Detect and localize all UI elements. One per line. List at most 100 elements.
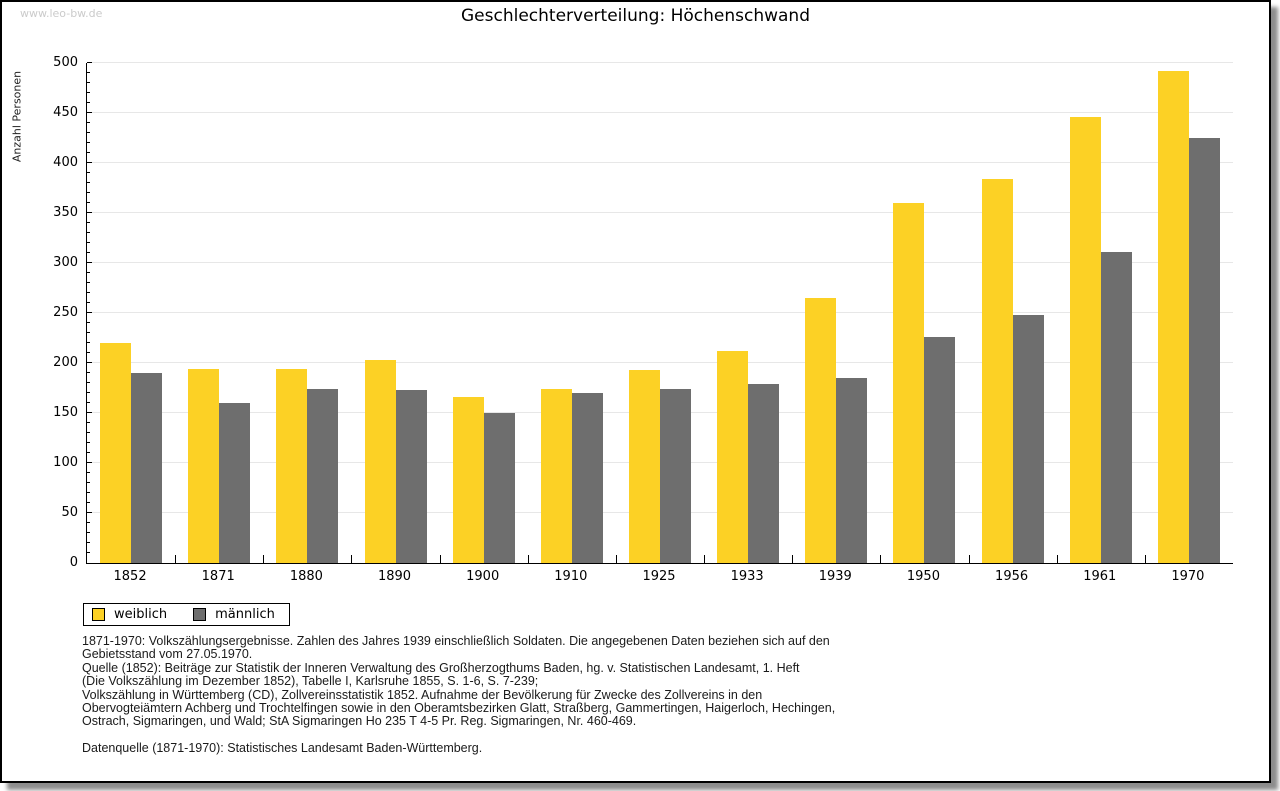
x-axis-tick-label: 1956	[995, 569, 1029, 584]
y-major-tick-50	[87, 512, 92, 513]
y-minor-tick-40	[87, 522, 90, 523]
plot-area	[86, 62, 1233, 564]
x-axis-tick-label: 1925	[642, 569, 676, 584]
y-minor-tick-260	[87, 302, 90, 303]
y-minor-tick-10	[87, 552, 90, 553]
legend-swatch-weiblich	[92, 608, 105, 621]
y-minor-tick-180	[87, 382, 90, 383]
bar-weiblich-1880	[276, 369, 308, 563]
y-minor-tick-20	[87, 542, 90, 543]
y-minor-tick-390	[87, 172, 90, 173]
footnote-line: Volkszählung in Württemberg (CD), Zollve…	[82, 687, 763, 702]
y-minor-tick-110	[87, 452, 90, 453]
legend-swatch-männlich	[193, 608, 207, 621]
y-minor-tick-460	[87, 102, 90, 103]
bar-männlich-1956	[1012, 315, 1044, 563]
y-minor-tick-490	[87, 72, 90, 73]
y-axis-tick-label: 100	[53, 455, 78, 470]
x-axis-tick	[1145, 555, 1146, 563]
x-axis-tick-label: 1933	[730, 569, 764, 584]
x-axis-tick	[1057, 555, 1058, 563]
x-axis-tick	[175, 555, 176, 563]
y-minor-tick-190	[87, 372, 90, 373]
x-axis-tick	[792, 555, 793, 563]
bar-weiblich-1871	[188, 369, 220, 563]
bar-männlich-1900	[483, 413, 515, 563]
gridline-y-200	[87, 362, 1233, 363]
gridline-y-400	[87, 162, 1233, 163]
x-axis-tick-label: 1890	[377, 569, 412, 584]
bar-weiblich-1961	[1069, 117, 1101, 563]
gridline-y-300	[87, 262, 1233, 263]
y-minor-tick-380	[87, 182, 90, 183]
bar-männlich-1852	[131, 373, 163, 563]
y-minor-tick-220	[87, 342, 90, 343]
watermark: www.leo-bw.de	[20, 7, 103, 20]
bar-männlich-1910	[571, 393, 603, 563]
y-minor-tick-320	[87, 242, 90, 243]
y-minor-tick-340	[87, 222, 90, 223]
y-major-tick-100	[87, 462, 92, 463]
y-axis-tick-label: 450	[53, 105, 78, 120]
gridline-y-350	[87, 212, 1233, 213]
y-minor-tick-370	[87, 192, 90, 193]
y-minor-tick-330	[87, 232, 90, 233]
bar-männlich-1871	[219, 403, 251, 563]
y-minor-tick-360	[87, 202, 90, 203]
bar-männlich-1970	[1188, 138, 1220, 563]
bar-männlich-1939	[836, 378, 868, 563]
bar-männlich-1880	[307, 389, 339, 563]
footnote-line: Quelle (1852): Beiträge zur Statistik de…	[82, 660, 800, 675]
y-axis-tick-label: 150	[53, 405, 78, 420]
y-major-tick-300	[87, 262, 92, 263]
bar-weiblich-1910	[540, 389, 572, 563]
footnote-line: (Die Volkszählung im Dezember 1852), Tab…	[82, 674, 539, 689]
y-minor-tick-230	[87, 332, 90, 333]
y-major-tick-250	[87, 312, 92, 313]
x-axis-tick-label: 1852	[113, 569, 147, 584]
x-axis-tick	[351, 555, 352, 563]
y-axis-tick-label: 250	[53, 305, 78, 320]
y-major-tick-450	[87, 112, 92, 113]
bar-weiblich-1950	[893, 203, 925, 563]
y-minor-tick-270	[87, 292, 90, 293]
y-minor-tick-210	[87, 352, 90, 353]
bar-männlich-1933	[748, 384, 780, 563]
y-minor-tick-120	[87, 442, 90, 443]
legend-label: weiblich	[114, 607, 168, 622]
y-minor-tick-470	[87, 92, 90, 93]
y-minor-tick-80	[87, 482, 90, 483]
y-major-tick-350	[87, 212, 92, 213]
x-axis-tick	[969, 555, 970, 563]
bar-weiblich-1852	[100, 343, 132, 563]
bar-männlich-1925	[660, 389, 691, 563]
y-minor-tick-280	[87, 282, 90, 283]
gridline-y-250	[87, 312, 1233, 313]
footnotes: 1871-1970: Volkszählungsergebnisse. Zahl…	[82, 634, 912, 755]
x-axis-tick	[440, 555, 441, 563]
y-axis-tick-label: 500	[53, 55, 78, 70]
y-major-tick-150	[87, 412, 92, 413]
y-minor-tick-160	[87, 402, 90, 403]
y-minor-tick-480	[87, 82, 90, 83]
footnote-line: Ostrach, Sigmaringen, und Wald; StA Sigm…	[82, 714, 637, 729]
gridline-y-450	[87, 112, 1233, 113]
bar-weiblich-1900	[452, 397, 484, 563]
x-axis-tick-label: 1910	[554, 569, 588, 584]
y-axis-tick-label: 350	[53, 205, 78, 220]
legend-item-weiblich: weiblich	[92, 607, 167, 622]
footnote-line: Gebietsstand vom 27.05.1970.	[82, 647, 253, 662]
y-major-tick-500	[87, 62, 92, 63]
bar-weiblich-1939	[805, 298, 837, 563]
x-axis-tick	[704, 555, 705, 563]
x-axis-tick-label: 1900	[466, 569, 500, 584]
y-minor-tick-410	[87, 152, 90, 153]
y-axis-tick-label: 50	[61, 505, 78, 520]
y-minor-tick-130	[87, 432, 90, 433]
y-minor-tick-430	[87, 132, 90, 133]
y-minor-tick-140	[87, 422, 90, 423]
y-major-tick-200	[87, 362, 92, 363]
footnote-line: 1871-1970: Volkszählungsergebnisse. Zahl…	[82, 634, 830, 648]
